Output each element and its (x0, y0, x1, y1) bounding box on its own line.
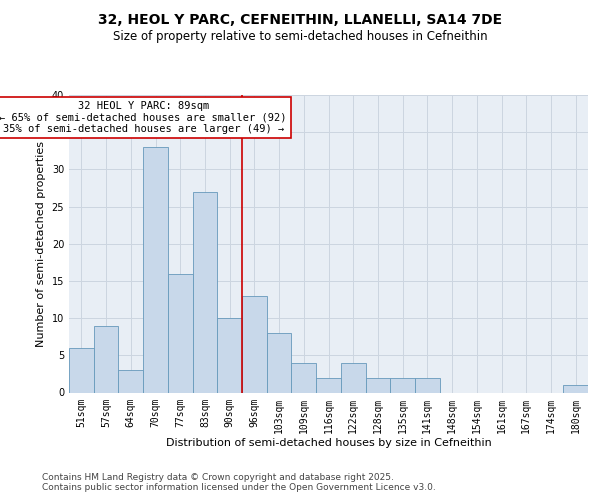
Text: 32, HEOL Y PARC, CEFNEITHIN, LLANELLI, SA14 7DE: 32, HEOL Y PARC, CEFNEITHIN, LLANELLI, S… (98, 12, 502, 26)
Bar (390, 378, 415, 392)
Bar (365, 378, 390, 392)
Bar (69, 348, 94, 393)
X-axis label: Distribution of semi-detached houses by size in Cefneithin: Distribution of semi-detached houses by … (166, 438, 491, 448)
Bar (193, 192, 217, 392)
Bar (563, 385, 588, 392)
Bar (316, 378, 341, 392)
Bar (242, 296, 267, 392)
Bar (94, 326, 118, 392)
Bar (168, 274, 193, 392)
Bar (143, 147, 168, 392)
Bar (267, 333, 292, 392)
Bar (341, 363, 365, 392)
Bar (415, 378, 440, 392)
Text: 32 HEOL Y PARC: 89sqm
← 65% of semi-detached houses are smaller (92)
35% of semi: 32 HEOL Y PARC: 89sqm ← 65% of semi-deta… (0, 101, 287, 134)
Text: Size of property relative to semi-detached houses in Cefneithin: Size of property relative to semi-detach… (113, 30, 487, 43)
Bar (118, 370, 143, 392)
Y-axis label: Number of semi-detached properties: Number of semi-detached properties (36, 141, 46, 347)
Bar (217, 318, 242, 392)
Bar (292, 363, 316, 392)
Text: Contains HM Land Registry data © Crown copyright and database right 2025.
Contai: Contains HM Land Registry data © Crown c… (42, 472, 436, 492)
